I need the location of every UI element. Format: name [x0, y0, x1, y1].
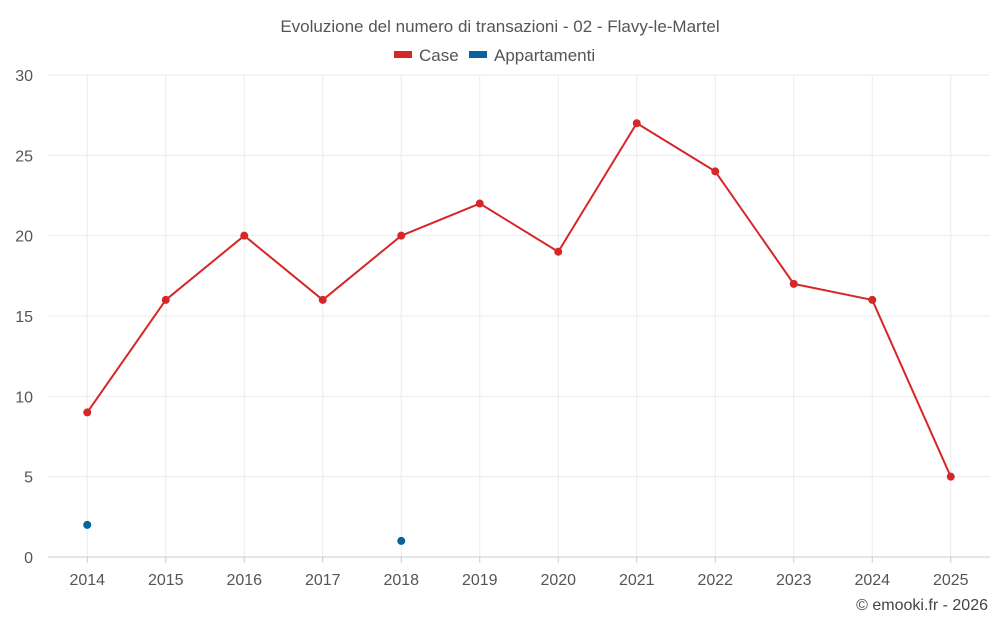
x-tick-label: 2014: [69, 572, 105, 589]
data-point[interactable]: [946, 472, 955, 481]
series-line: [86, 122, 952, 478]
y-tick-label: 30: [15, 68, 33, 85]
data-point[interactable]: [789, 279, 798, 288]
series-layer: [83, 119, 955, 545]
data-point[interactable]: [240, 231, 249, 240]
data-point[interactable]: [475, 199, 484, 208]
x-tick-label: 2025: [933, 572, 969, 589]
data-point[interactable]: [632, 119, 641, 128]
y-tick-label: 15: [15, 309, 33, 326]
data-point[interactable]: [161, 295, 170, 304]
data-point[interactable]: [318, 295, 327, 304]
data-point[interactable]: [83, 408, 92, 417]
x-tick-label: 2022: [697, 572, 733, 589]
x-tick-label: 2024: [854, 572, 890, 589]
y-axis: 0 5 10 15 20 25 30: [15, 68, 33, 567]
legend: Case Appartamenti: [394, 46, 595, 65]
chart-title: Evoluzione del numero di transazioni - 0…: [280, 17, 719, 36]
x-tick-label: 2019: [462, 572, 498, 589]
data-point[interactable]: [868, 295, 877, 304]
series-case: [83, 119, 955, 481]
credit-text: © emooki.fr - 2026: [856, 597, 988, 614]
x-axis: 2014 2015 2016 2017 2018 2019 2020 2021 2022 2023…: [48, 556, 990, 589]
x-tick-label: 2021: [619, 572, 655, 589]
data-point[interactable]: [397, 231, 406, 240]
y-tick-label: 20: [15, 229, 33, 246]
x-tick-label: 2017: [305, 572, 341, 589]
x-tick-label: 2023: [776, 572, 812, 589]
y-tick-label: 5: [24, 470, 33, 487]
x-tick-label: 2018: [383, 572, 419, 589]
x-tick-label: 2020: [540, 572, 576, 589]
gridlines: [48, 74, 990, 557]
y-tick-label: 25: [15, 148, 33, 165]
series-appartamenti: [83, 520, 406, 545]
y-tick-label: 10: [15, 389, 33, 406]
y-tick-label: 0: [24, 550, 33, 567]
x-tick-label: 2015: [148, 572, 184, 589]
legend-swatch-appartamenti: [469, 51, 487, 58]
legend-label-case[interactable]: Case: [419, 46, 459, 65]
x-tick-label: 2016: [226, 572, 262, 589]
data-point[interactable]: [83, 520, 92, 529]
data-point[interactable]: [554, 247, 563, 256]
legend-swatch-case: [394, 51, 412, 58]
data-point[interactable]: [397, 536, 406, 545]
data-point[interactable]: [711, 167, 720, 176]
legend-label-appartamenti[interactable]: Appartamenti: [494, 46, 595, 65]
